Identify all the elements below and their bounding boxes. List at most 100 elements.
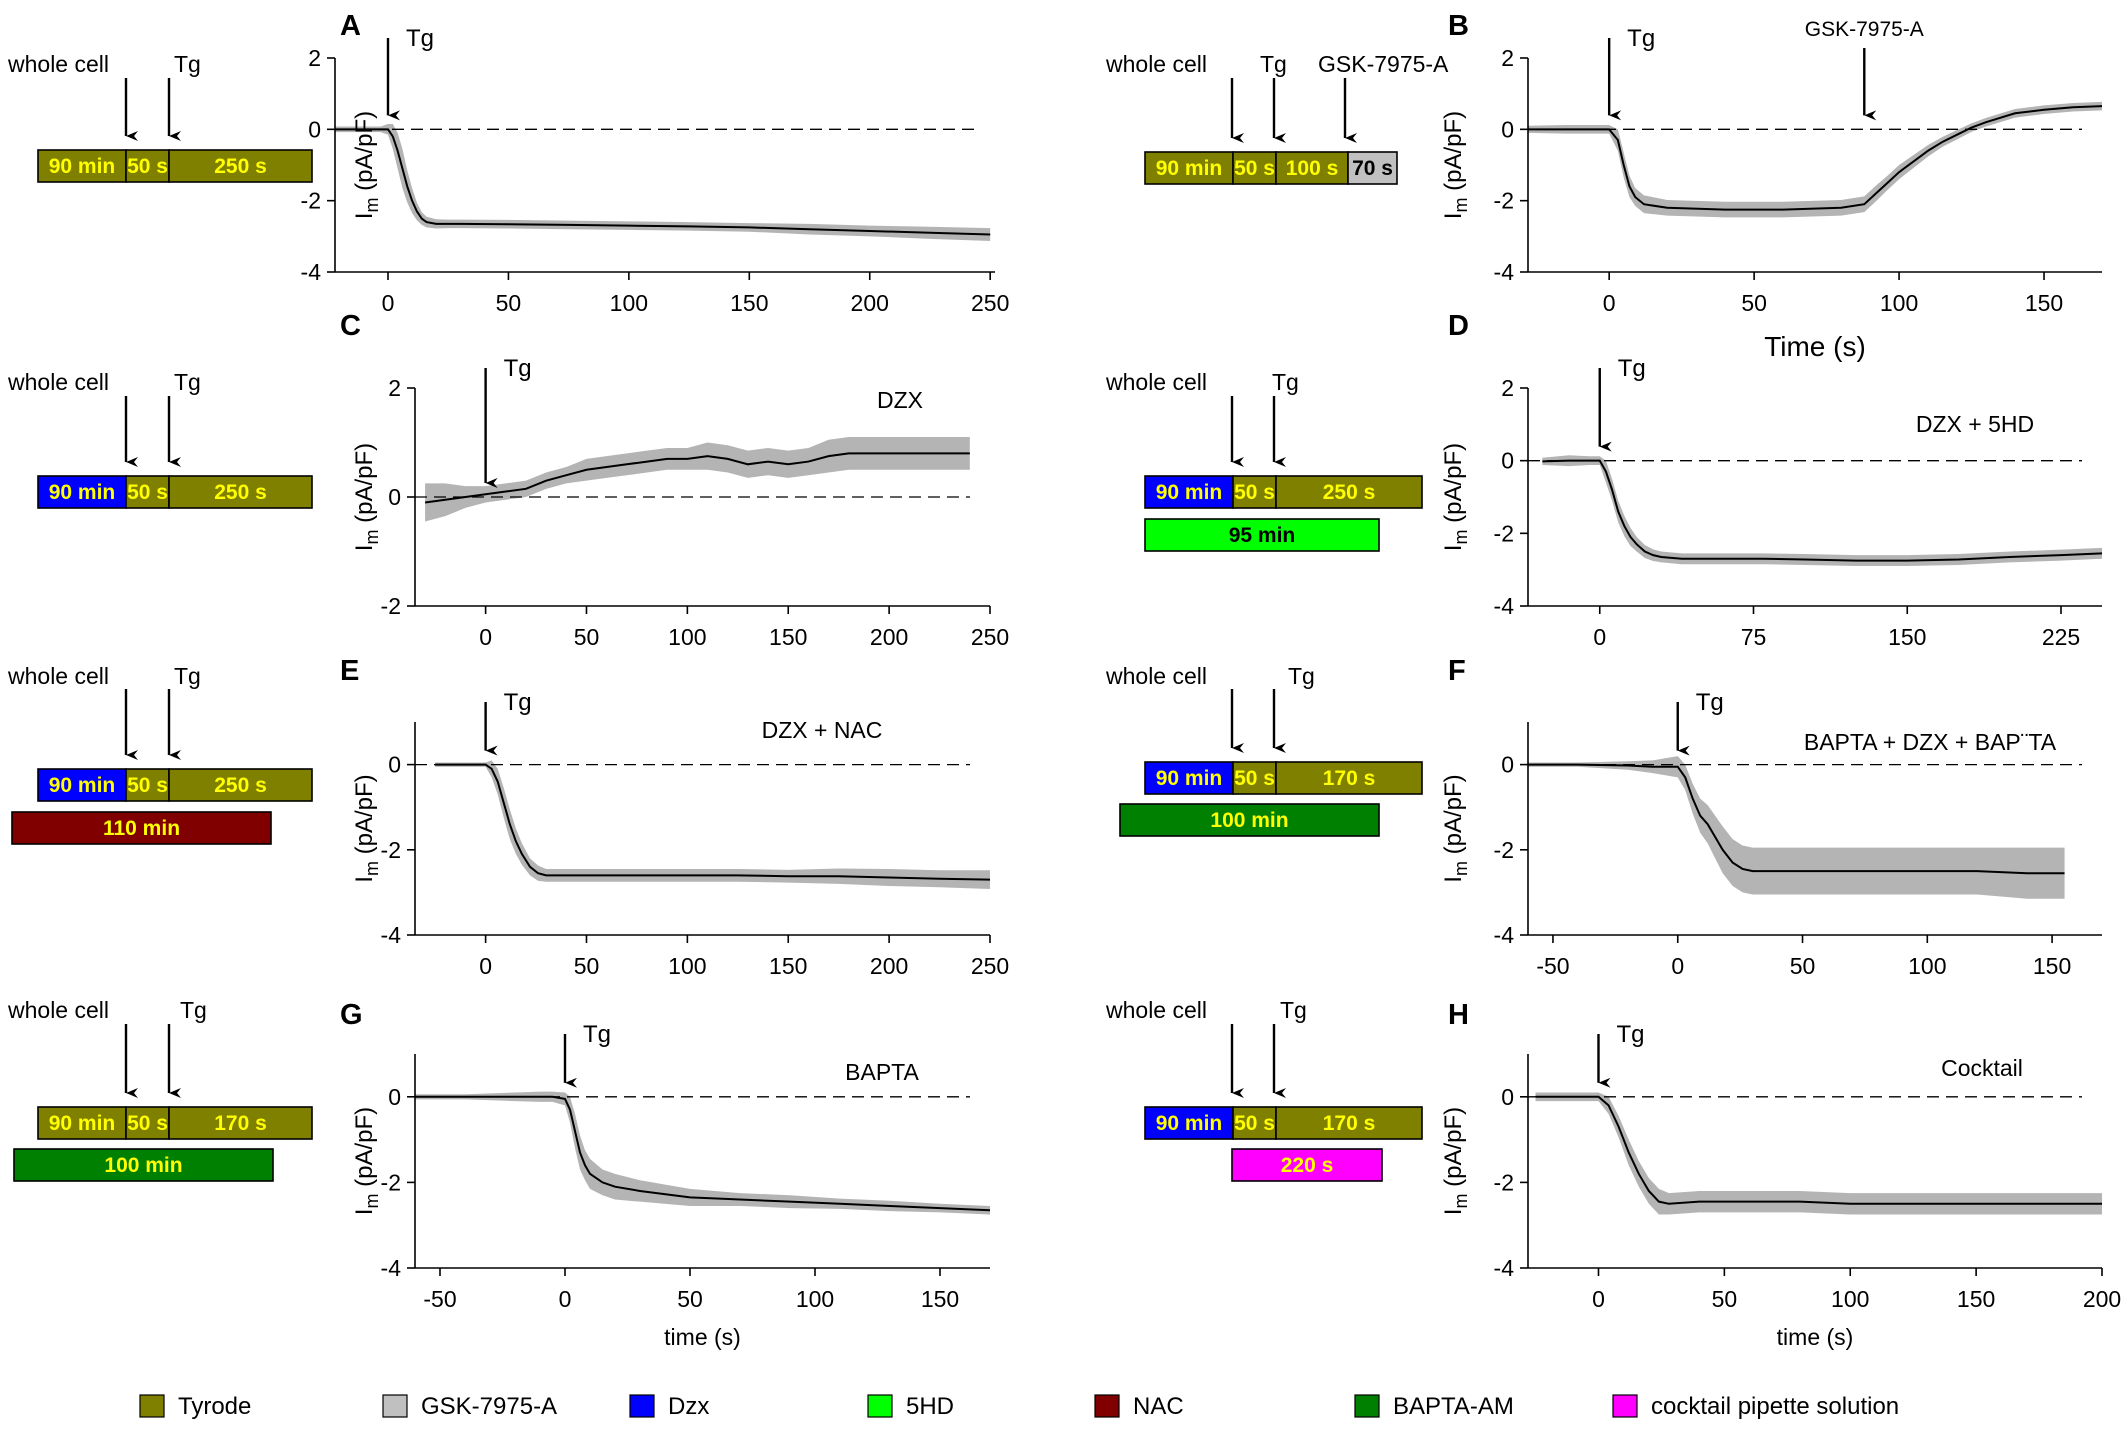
panel-label: H [1448, 999, 1469, 1031]
y-tick-label: 2 [1501, 375, 1514, 401]
x-tick-label: 150 [2025, 290, 2063, 316]
protocol-marker-label: Tg [174, 51, 201, 77]
error-band [1528, 756, 2065, 899]
x-tick-label: 0 [1603, 290, 1616, 316]
protocol-segment [168, 768, 313, 802]
y-axis-label: Im (pA/pF) [351, 111, 382, 219]
y-tick-label: 0 [388, 752, 401, 778]
legend-item: Dzx [629, 1393, 709, 1420]
protocol-pretreatment-bar [13, 1148, 274, 1182]
legend-label: Tyrode [178, 1393, 251, 1420]
x-tick-label: 100 [610, 290, 648, 316]
mean-current-trace [1535, 1095, 2102, 1205]
x-tick-label: 50 [1712, 1286, 1738, 1312]
x-tick-label: 250 [971, 290, 1009, 316]
y-tick-label: -4 [1494, 922, 1515, 948]
protocol-segment [125, 768, 170, 802]
x-tick-label: 150 [2033, 953, 2071, 979]
protocol-segment-label: 250 s [214, 155, 267, 178]
panel-label: C [340, 310, 361, 342]
legend-swatch [382, 1394, 408, 1418]
legend-item: BAPTA-AM [1354, 1393, 1514, 1420]
protocol-segment-label: 90 min [1156, 1112, 1223, 1135]
legend-item: GSK-7975-A [382, 1393, 557, 1420]
protocol-pretreatment-label: 100 min [104, 1154, 182, 1177]
x-tick-label: 0 [1592, 1286, 1605, 1312]
tg-annotation: Tg [1696, 689, 1724, 716]
y-tick-label: -4 [381, 1255, 402, 1281]
protocol-segment [1144, 475, 1234, 509]
x-tick-label: 250 [971, 953, 1009, 979]
mean-current-trace [1528, 763, 2065, 875]
x-tick-label: 150 [1957, 1286, 1995, 1312]
chart-G: G -4 -2 0 -50 0 50 100 150 Im (pA/pF) time (s) BAPT… [340, 999, 991, 1350]
panel-label: E [340, 655, 359, 687]
y-tick-label: -4 [1494, 593, 1515, 619]
x-tick-label: 200 [2083, 1286, 2121, 1312]
y-tick-label: 0 [388, 484, 401, 510]
x-tick-label: 150 [769, 624, 807, 650]
y-tick-label: -2 [1494, 188, 1514, 214]
protocol-pretreatment-bar [1119, 803, 1380, 837]
legend-swatch [867, 1394, 893, 1418]
protocol-marker-label: Tg [174, 663, 201, 689]
x-tick-label: 0 [1593, 624, 1606, 650]
y-tick-label: -2 [301, 188, 321, 214]
protocol-segment [1232, 151, 1277, 185]
y-tick-label: 2 [388, 375, 401, 401]
y-tick-label: 0 [1501, 448, 1514, 474]
y-axis-label: Im (pA/pF) [351, 774, 382, 882]
legend-swatch [1612, 1394, 1638, 1418]
protocol-segment-label: 170 s [1323, 767, 1376, 790]
tg-annotation: Tg [1618, 355, 1646, 382]
y-tick-label: 0 [388, 1084, 401, 1110]
protocol-segment-label: 50 s [127, 1112, 168, 1135]
y-tick-label: -2 [1494, 520, 1514, 546]
legend-label: NAC [1133, 1393, 1184, 1420]
tg-annotation: Tg [504, 355, 532, 382]
condition-label: DZX + NAC [762, 717, 883, 743]
x-tick-label: 100 [668, 953, 706, 979]
x-tick-label: 100 [668, 624, 706, 650]
legend-label: BAPTA-AM [1393, 1393, 1514, 1420]
protocol-segment-label: 90 min [49, 481, 116, 504]
protocol-segment-label: 90 min [1156, 481, 1223, 504]
legend-swatch [139, 1394, 165, 1418]
x-axis-label: time (s) [664, 1324, 741, 1350]
legend-label: GSK-7975-A [421, 1393, 557, 1420]
protocol-segment [168, 149, 313, 183]
gsk-annotation: GSK-7975-A [1805, 18, 1924, 41]
chart-C: C -2 0 2 0 50 100 150 200 250 Im (pA/pF) DZX Tg [340, 310, 1009, 650]
condition-label: Cocktail [1941, 1055, 2023, 1081]
tg-annotation: Tg [1616, 1021, 1644, 1048]
tg-annotation: Tg [583, 1021, 611, 1048]
condition-label: BAPTA [845, 1059, 919, 1085]
protocol-pretreatment-label: 95 min [1229, 524, 1296, 547]
panel-label: A [340, 10, 361, 42]
x-tick-label: 150 [730, 290, 768, 316]
y-axis-label: Im (pA/pF) [1440, 1107, 1471, 1215]
protocol-segment-label: 90 min [49, 774, 116, 797]
protocol-segment-label: 90 min [1156, 157, 1223, 180]
protocol-segment-label: 50 s [1234, 1112, 1275, 1135]
x-tick-label: -50 [423, 1286, 456, 1312]
x-tick-label: 50 [1790, 953, 1816, 979]
protocol-segment-label: 70 s [1352, 157, 1393, 180]
protocol-pretreatment-label: 100 min [1210, 809, 1288, 832]
protocol-segment-label: 50 s [127, 774, 168, 797]
protocol-marker-label: Tg [1288, 663, 1315, 689]
x-tick-label: 50 [677, 1286, 703, 1312]
mean-current-trace [335, 128, 991, 236]
protocol-segment-label: 250 s [214, 774, 267, 797]
x-tick-label: -50 [1536, 953, 1569, 979]
y-tick-label: -2 [381, 1169, 401, 1195]
protocol-pretreatment-label: 220 s [1281, 1154, 1334, 1177]
y-tick-label: -4 [301, 259, 322, 285]
protocol-marker-label: whole cell [7, 369, 109, 395]
chart-B: B -4 -2 0 2 0 50 100 150 Im (pA/pF) Time (s) Tg GSK-… [1440, 10, 2103, 362]
protocol-marker-label: whole cell [7, 51, 109, 77]
protocol-C: whole cell Tg 90 min 50 s 250 s [7, 369, 313, 509]
x-tick-label: 100 [796, 1286, 834, 1312]
